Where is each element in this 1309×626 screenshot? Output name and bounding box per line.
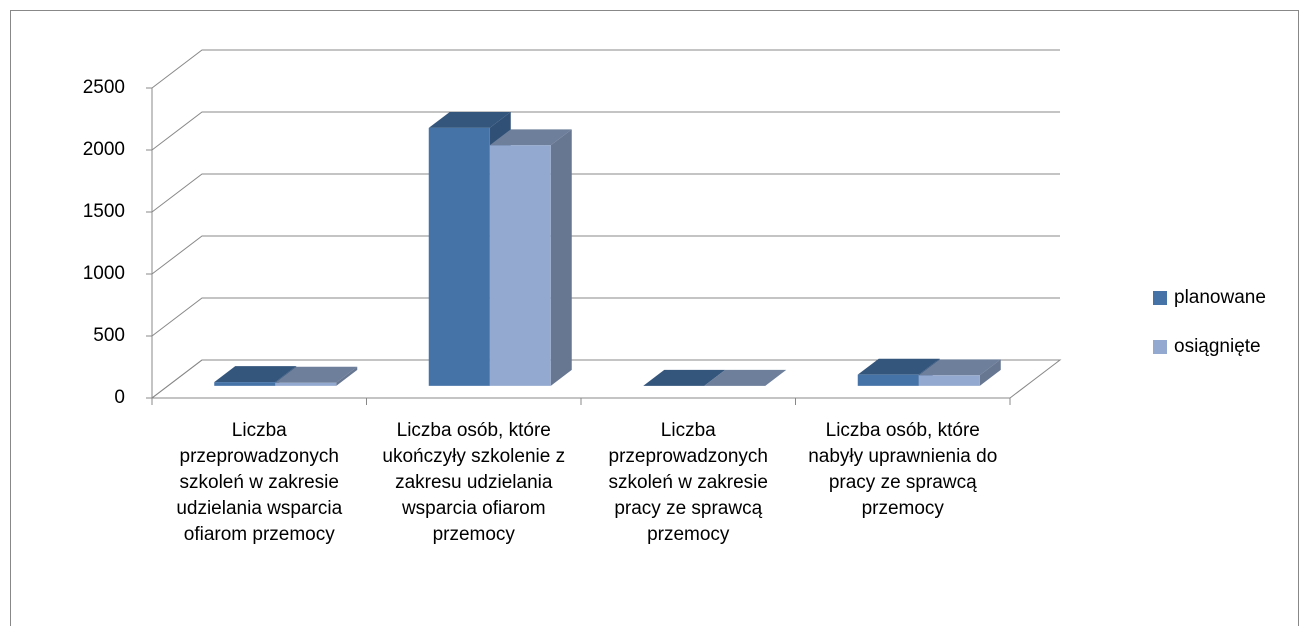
chart-border: [10, 10, 1299, 626]
y-tick-label: 1000: [83, 263, 125, 284]
x-tick-label: Liczba osób, które nabyły uprawnienia do…: [808, 420, 998, 519]
bar-side: [550, 129, 572, 386]
grid-line: [151, 173, 1060, 213]
bar-top: [275, 366, 358, 383]
y-tick-label: 500: [93, 325, 125, 346]
bar-top: [857, 358, 940, 375]
grid-line: [151, 235, 1060, 275]
bar-side: [336, 366, 358, 386]
bar: [489, 145, 551, 386]
bar-side: [979, 359, 1001, 386]
y-tick-label: 2000: [83, 139, 125, 160]
x-tick-label: Liczba przeprowadzonych szkoleń w zakres…: [176, 420, 343, 545]
bar-top: [428, 111, 511, 128]
grid-line: [151, 111, 1060, 151]
bar-top: [704, 369, 787, 386]
x-tick-label: Liczba przeprowadzonych szkoleń w zakres…: [608, 420, 768, 545]
grid-line: [151, 297, 1060, 337]
legend-label: planowane: [1174, 287, 1266, 308]
x-tick-label: Liczba osób, które ukończyły szkolenie z…: [382, 420, 566, 545]
grid-line: [151, 49, 1060, 89]
y-tick-label: 2500: [83, 77, 125, 98]
bar: [428, 127, 490, 386]
bar: [275, 382, 337, 386]
y-tick-label: 1500: [83, 201, 125, 222]
bar-top: [918, 359, 1001, 376]
bar-top: [489, 129, 572, 146]
bar-top: [643, 369, 726, 386]
bar: [214, 382, 276, 386]
legend-swatch: [1153, 291, 1167, 305]
legend-swatch: [1153, 340, 1167, 354]
grid-line: [151, 359, 1060, 399]
bar: [857, 374, 919, 386]
legend-label: osiągnięte: [1174, 336, 1261, 357]
y-tick-label: 0: [114, 387, 125, 408]
bar: [918, 375, 980, 386]
bar-top: [214, 366, 297, 383]
